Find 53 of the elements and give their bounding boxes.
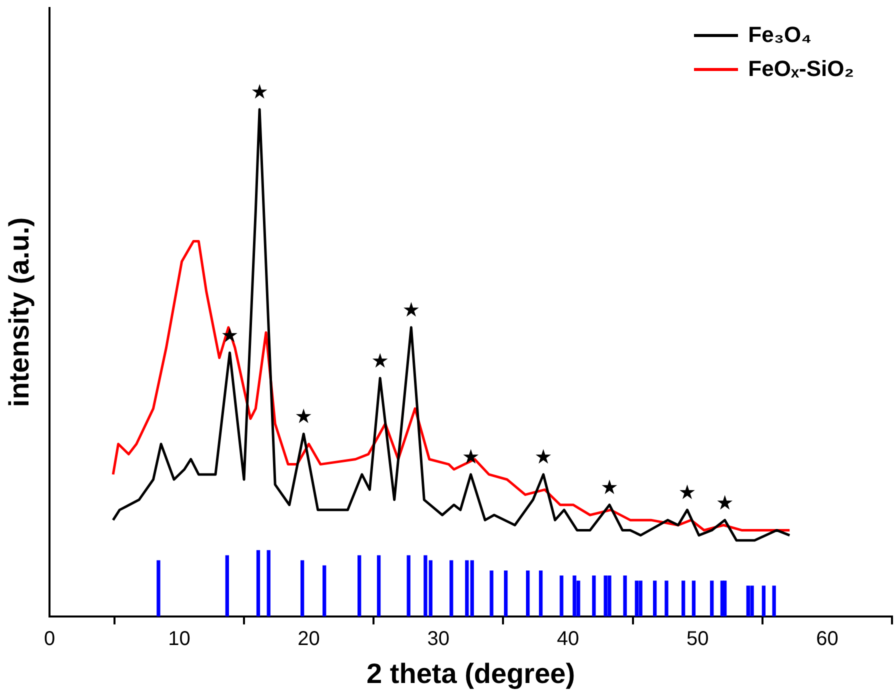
bar [653,580,657,616]
bar [504,570,508,616]
x-axis-title: 2 theta (degree) [366,658,576,689]
bar [604,576,608,616]
bar [225,555,229,616]
bar [156,560,160,616]
bar [762,586,766,616]
annotation: ★ [716,490,734,514]
bar [608,576,612,616]
bar [623,576,627,616]
x-tick-label: 50 [686,628,709,650]
legend-label: FeOₓ-SiO₂ [748,55,854,83]
bar [560,576,564,616]
bar [490,570,494,616]
bar [692,580,696,616]
bar [358,555,362,616]
bar [300,560,304,616]
bar [376,555,381,616]
bar [772,586,776,616]
bar [664,580,668,616]
bar [450,560,454,616]
bar [592,576,596,616]
bar [538,570,543,616]
annotation: ★ [250,80,269,104]
bar [322,565,326,616]
bar [526,570,530,616]
bar [638,580,642,616]
bar [722,580,727,616]
annotation: ★ [534,444,552,469]
legend-label: Fe₃O₄ [748,21,812,49]
x-tick-label: 40 [556,628,580,650]
bar [470,560,474,616]
bar [266,550,270,616]
x-tick-label: 10 [168,628,190,650]
y-axis-title: intensity (a.u.) [4,217,35,408]
bar [572,576,576,616]
bar [406,555,410,616]
annotation: ★ [600,475,618,500]
x-tick-label: 30 [427,628,450,650]
x-tick-label: 0 [44,628,56,650]
annotation: ★ [402,298,420,322]
bar [746,586,750,616]
bar [682,580,686,616]
bar [465,560,469,616]
bar [710,580,714,616]
bar [256,550,260,616]
bar [750,586,754,616]
annotation: ★ [294,404,313,428]
bar [634,580,639,616]
annotation: ★ [371,348,390,372]
x-tick-label: 20 [298,628,320,650]
annotation: ★ [678,480,696,504]
x-tick-label: 60 [816,628,838,650]
